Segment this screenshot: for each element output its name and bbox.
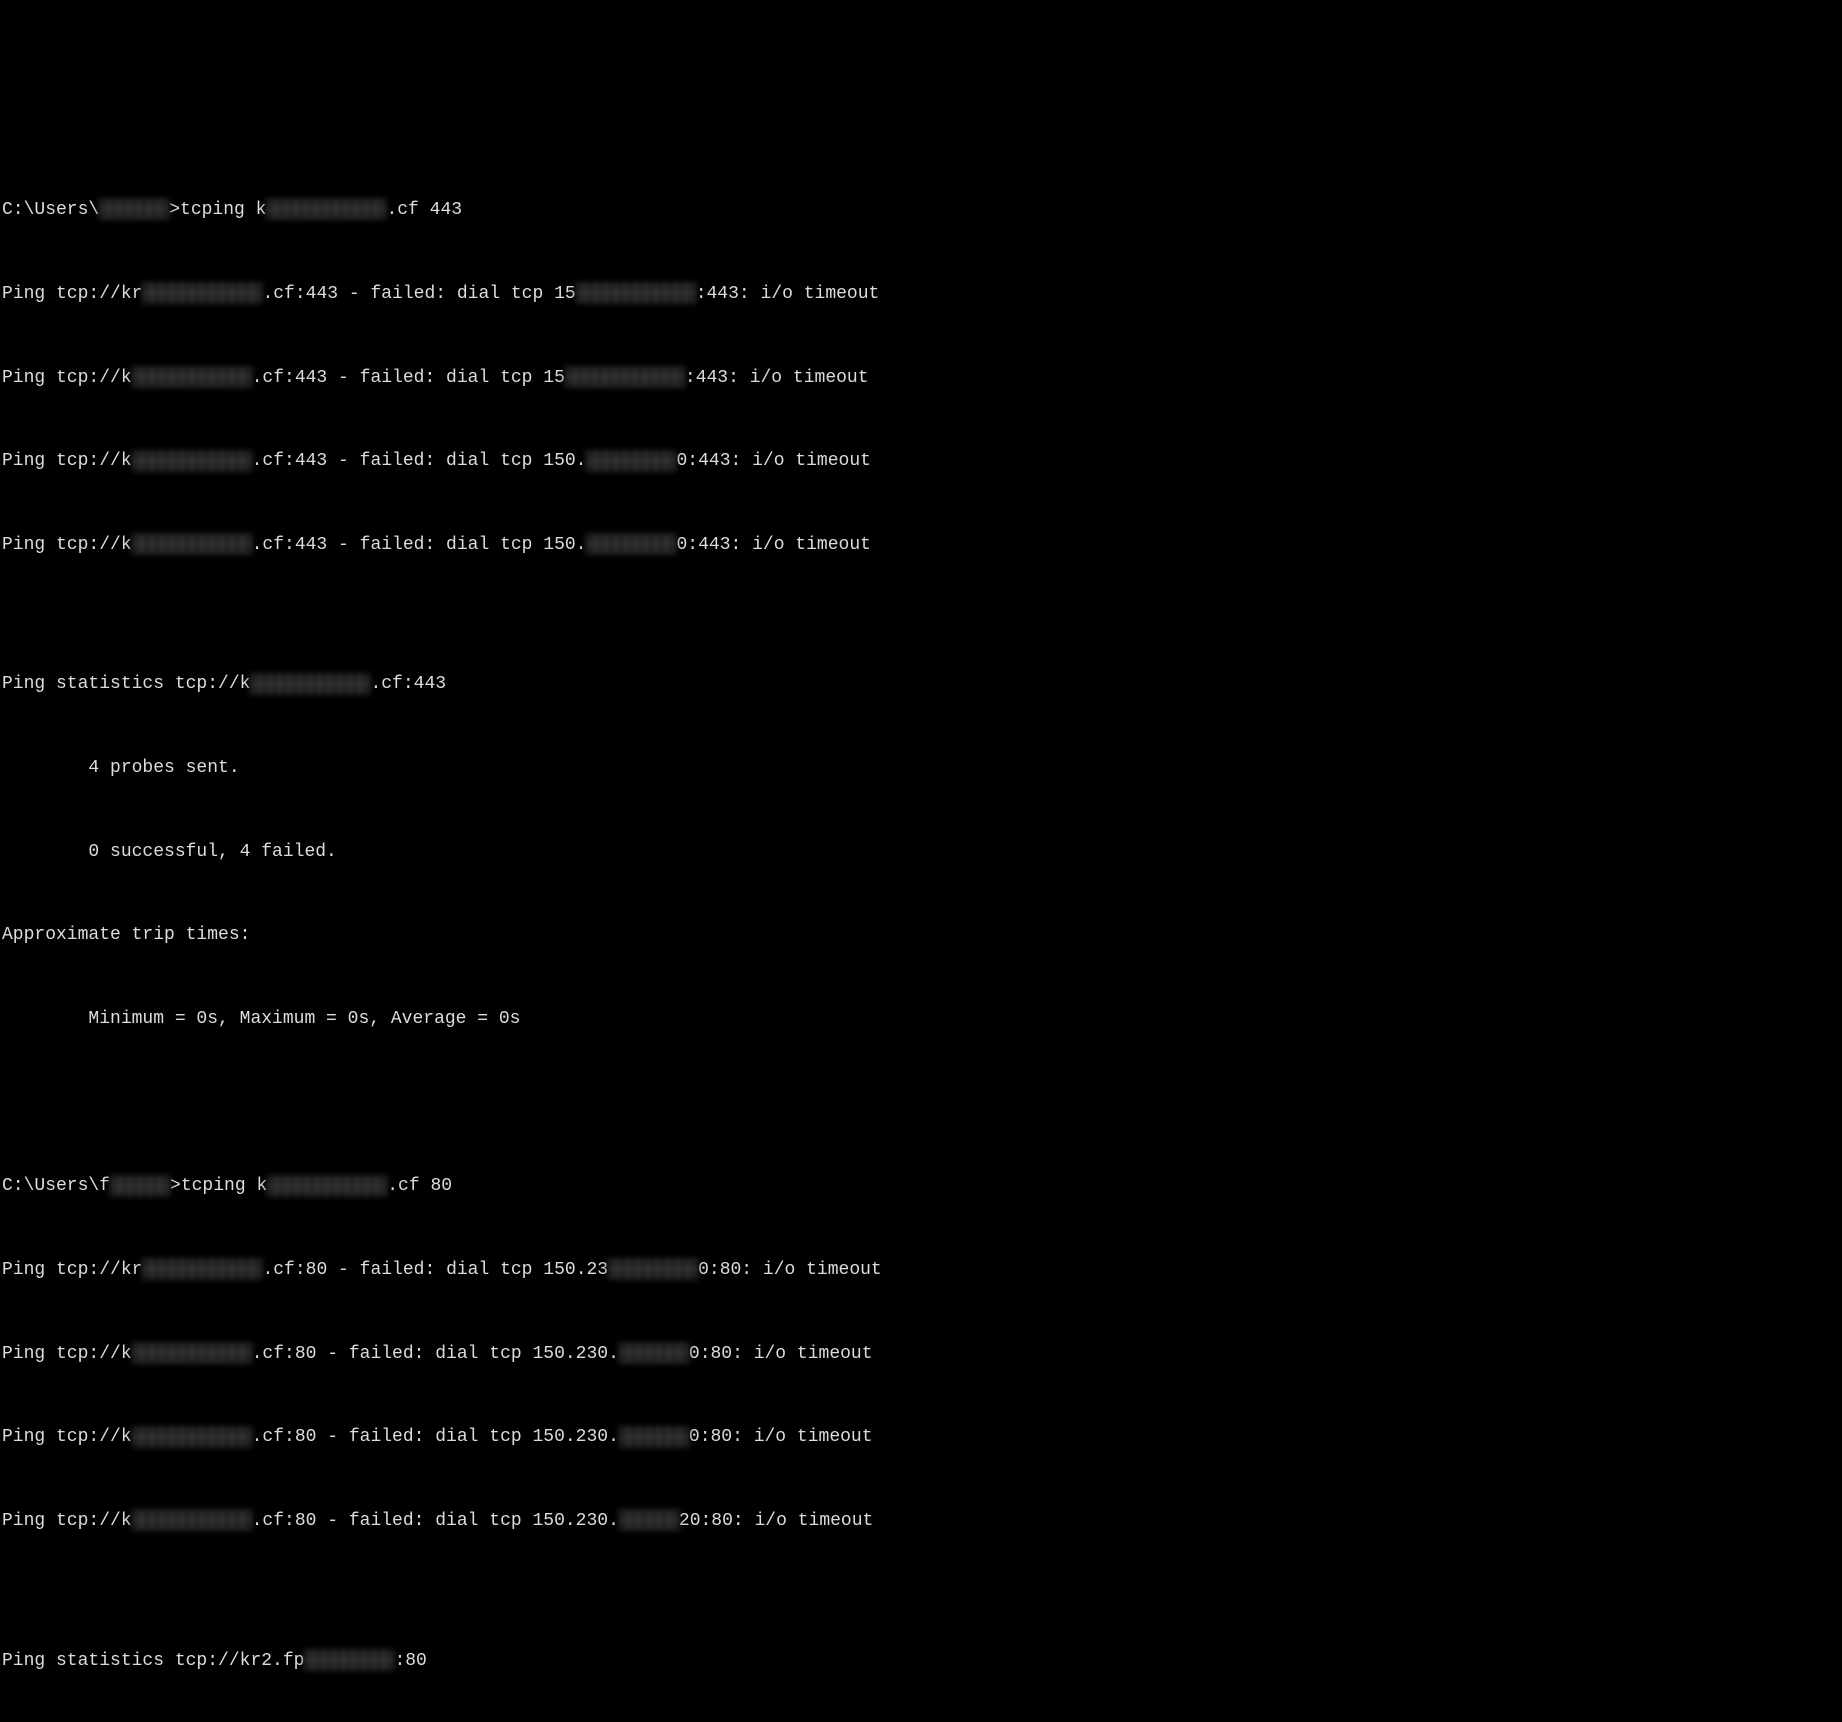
command-text: >tcping k [169, 200, 266, 220]
redacted-username [110, 1176, 170, 1196]
stats-header: Ping statistics tcp://kr2.fp:80 [2, 1648, 1840, 1676]
success-fail: 0 successful, 4 failed. [2, 839, 1840, 867]
redacted-hostname [266, 199, 386, 219]
trip-times: Minimum = 0s, Maximum = 0s, Average = 0s [2, 1006, 1840, 1034]
redacted-host [304, 1650, 394, 1670]
ping-result-line: Ping tcp://kr.cf:443 - failed: dial tcp … [2, 281, 1840, 309]
prompt-path: C:\Users\ [2, 200, 99, 220]
redacted-host [132, 534, 252, 554]
ping-result-line: Ping tcp://k.cf:443 - failed: dial tcp 1… [2, 365, 1840, 393]
ping-result-line: Ping tcp://kr.cf:80 - failed: dial tcp 1… [2, 1257, 1840, 1285]
redacted-username [99, 199, 169, 219]
redacted-ip [565, 367, 685, 387]
terminal-output: C:\Users\ >tcping k .cf 443 Ping tcp://kr.… [2, 114, 1840, 1722]
redacted-host [132, 1427, 252, 1447]
redacted-host [132, 367, 252, 387]
redacted-ip [619, 1427, 689, 1447]
redacted-ip [619, 1510, 679, 1530]
command-text: >tcping k [170, 1176, 267, 1196]
redacted-ip [586, 534, 676, 554]
ping-result-line: Ping tcp://k.cf:443 - failed: dial tcp 1… [2, 532, 1840, 560]
redacted-ip [576, 283, 696, 303]
approx-header: Approximate trip times: [2, 922, 1840, 950]
redacted-host [132, 1343, 252, 1363]
command-line-2: C:\Users\f >tcping k .cf 80 [2, 1173, 1840, 1201]
redacted-ip [608, 1259, 698, 1279]
ping-result-line: Ping tcp://k.cf:80 - failed: dial tcp 15… [2, 1508, 1840, 1536]
redacted-host [250, 674, 370, 694]
command-args: .cf 443 [386, 200, 462, 220]
ping-result-line: Ping tcp://k.cf:80 - failed: dial tcp 15… [2, 1424, 1840, 1452]
ping-result-line: Ping tcp://k.cf:80 - failed: dial tcp 15… [2, 1341, 1840, 1369]
redacted-host [142, 283, 262, 303]
command-line-1: C:\Users\ >tcping k .cf 443 [2, 197, 1840, 225]
redacted-host [132, 451, 252, 471]
prompt-path: C:\Users\f [2, 1176, 110, 1196]
redacted-host [132, 1510, 252, 1530]
command-args: .cf 80 [387, 1176, 452, 1196]
redacted-ip [619, 1343, 689, 1363]
ping-result-line: Ping tcp://k.cf:443 - failed: dial tcp 1… [2, 448, 1840, 476]
probes-sent: 4 probes sent. [2, 755, 1840, 783]
redacted-ip [586, 451, 676, 471]
stats-header: Ping statistics tcp://k.cf:443 [2, 671, 1840, 699]
redacted-hostname [267, 1176, 387, 1196]
redacted-host [142, 1259, 262, 1279]
